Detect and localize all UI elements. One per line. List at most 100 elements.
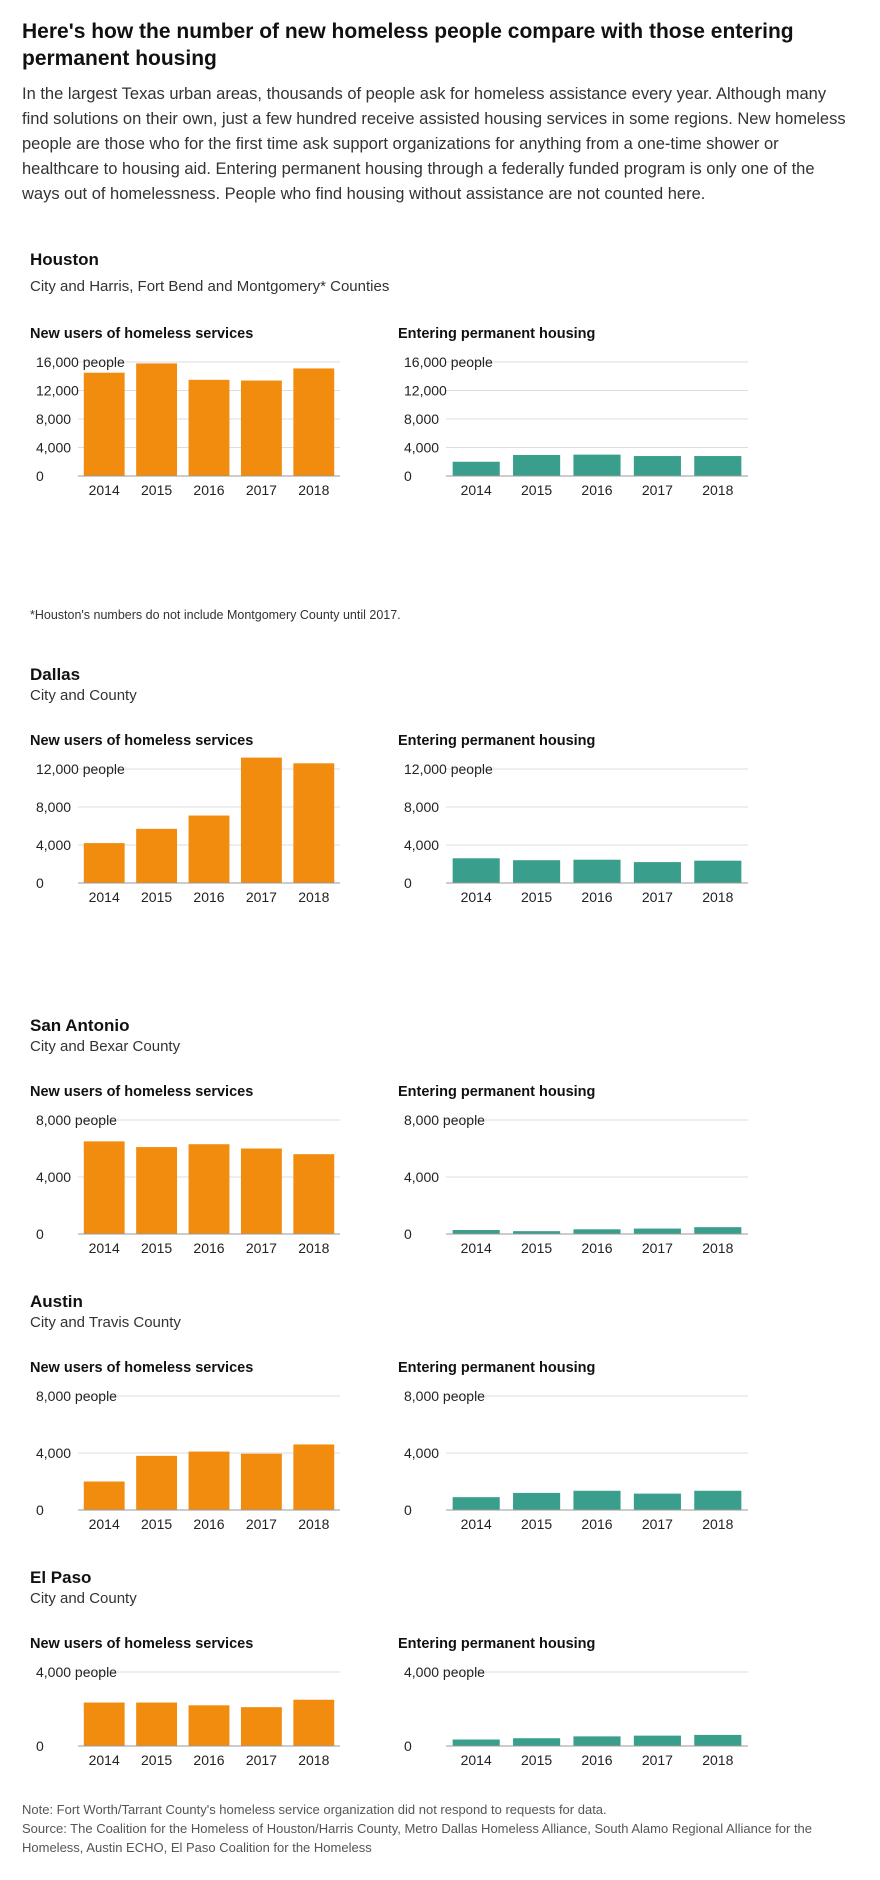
y-tick-label: 8,000 people	[36, 1388, 117, 1404]
y-tick-label: 8,000	[36, 411, 71, 427]
x-tick-label: 2014	[89, 1752, 120, 1768]
austin-permanent-housing-chart: 0 4,000 8,000 people 2014 2015 2016 2017 2018	[404, 1388, 748, 1532]
san-antonio-new-users-chart: 0 4,000 8,000 people 2014 2015 2016 2017 2018	[36, 1112, 340, 1256]
source-text: Source: The Coalition for the Homeless o…	[22, 1821, 813, 1855]
dallas-new-users-chart: 0 4,000 8,000 12,000 people 2014 2015 2016 2017…	[36, 757, 340, 905]
x-tick-label: 2017	[246, 482, 277, 498]
y-tick-label: 8,000 people	[36, 1112, 117, 1128]
bar	[452, 1739, 500, 1746]
region-subtitle: City and County	[30, 687, 137, 704]
region-name: Dallas	[30, 665, 81, 684]
region-san-antonio: San Antonio City and Bexar County New us…	[30, 1016, 830, 1276]
x-tick-label: 2017	[642, 482, 673, 498]
intro-text: In the largest Texas urban areas, thousa…	[22, 85, 846, 203]
bar	[513, 1231, 561, 1234]
bar	[694, 1490, 742, 1510]
bar	[633, 1735, 681, 1746]
el-paso-new-users-chart: 0 4,000 people 2014 2015 2016 2017 2018	[36, 1664, 340, 1768]
chart-title-permanent-housing: Entering permanent housing	[398, 1084, 596, 1100]
y-tick-label: 4,000	[36, 440, 71, 456]
bar	[188, 379, 230, 476]
dallas-permanent-housing-chart: 0 4,000 8,000 12,000 people 2014 2015 2016 2017…	[404, 761, 748, 905]
x-tick-label: 2014	[461, 1516, 492, 1532]
chart-title-new-users: New users of homeless services	[30, 326, 254, 342]
region-dallas: Dallas City and County New users of home…	[30, 665, 830, 975]
bar	[513, 860, 561, 883]
notes: Note: Fort Worth/Tarrant County's homele…	[22, 1800, 842, 1857]
x-tick-label: 2016	[581, 1752, 612, 1768]
bar	[694, 456, 742, 476]
region-subtitle: City and County	[30, 1590, 137, 1607]
san-antonio-permanent-housing-chart: 0 4,000 8,000 people 2014 2015 2016 2017 2018	[404, 1112, 748, 1256]
bar	[83, 1481, 125, 1510]
bar	[240, 757, 282, 883]
x-tick-label: 2016	[581, 1240, 612, 1256]
y-tick-label: 0	[36, 1226, 44, 1242]
bar	[188, 1451, 230, 1510]
bar	[83, 1141, 125, 1234]
x-tick-label: 2018	[702, 1516, 733, 1532]
bar	[293, 368, 335, 476]
region-name: San Antonio	[30, 1016, 130, 1035]
chart-title-permanent-housing: Entering permanent housing	[398, 326, 596, 342]
y-tick-label: 8,000	[404, 411, 439, 427]
bar	[573, 1229, 621, 1234]
bar	[573, 454, 621, 476]
el-paso-permanent-housing-chart: 0 4,000 people 2014 2015 2016 2017 2018	[404, 1664, 748, 1768]
x-tick-label: 2018	[702, 1240, 733, 1256]
chart-title-new-users: New users of homeless services	[30, 1360, 254, 1376]
region-name: Houston	[30, 250, 99, 269]
x-tick-label: 2015	[141, 889, 172, 905]
bar	[240, 380, 282, 476]
x-tick-label: 2015	[141, 482, 172, 498]
x-tick-label: 2017	[246, 889, 277, 905]
y-tick-label: 12,000 people	[404, 761, 493, 777]
x-tick-label: 2016	[193, 889, 224, 905]
y-tick-label: 4,000 people	[404, 1664, 485, 1680]
bar	[293, 1154, 335, 1234]
y-tick-label: 0	[404, 468, 412, 484]
y-tick-label: 8,000 people	[404, 1388, 485, 1404]
chart-title-permanent-housing: Entering permanent housing	[398, 1636, 596, 1652]
x-tick-label: 2016	[193, 1516, 224, 1532]
y-tick-label: 0	[404, 1226, 412, 1242]
x-tick-label: 2014	[461, 1752, 492, 1768]
x-tick-label: 2017	[642, 1240, 673, 1256]
bar	[136, 828, 178, 883]
bar	[293, 1444, 335, 1510]
x-tick-label: 2015	[521, 482, 552, 498]
bar	[573, 1736, 621, 1746]
y-tick-label: 16,000 people	[36, 354, 125, 370]
x-tick-label: 2014	[89, 889, 120, 905]
x-tick-label: 2015	[521, 1516, 552, 1532]
houston-permanent-housing-chart: 0 4,000 8,000 12,000 16,000 people 2014 2015 20…	[404, 354, 748, 498]
bar	[293, 1699, 335, 1746]
x-tick-label: 2016	[193, 1240, 224, 1256]
x-tick-label: 2015	[521, 889, 552, 905]
region-name: Austin	[30, 1292, 83, 1311]
houston-new-users-chart: 0 4,000 8,000 12,000 16,000 people 2014 2015 20…	[36, 354, 340, 498]
y-tick-label: 4,000	[36, 837, 71, 853]
bar	[136, 1702, 178, 1746]
x-tick-label: 2015	[141, 1516, 172, 1532]
note-text: Note: Fort Worth/Tarrant County's homele…	[22, 1802, 607, 1817]
y-tick-label: 12,000	[404, 383, 447, 399]
y-tick-label: 12,000 people	[36, 761, 125, 777]
bar	[513, 1492, 561, 1510]
y-tick-label: 12,000	[36, 383, 79, 399]
region-name: El Paso	[30, 1568, 92, 1587]
y-tick-label: 4,000	[36, 1169, 71, 1185]
x-tick-label: 2018	[298, 889, 329, 905]
x-tick-label: 2017	[246, 1240, 277, 1256]
x-tick-label: 2017	[246, 1516, 277, 1532]
bar	[240, 1707, 282, 1746]
x-tick-label: 2015	[141, 1752, 172, 1768]
y-tick-label: 0	[404, 875, 412, 891]
austin-new-users-chart: 0 4,000 8,000 people 2014 2015 2016 2017 2018	[36, 1388, 340, 1532]
x-tick-label: 2017	[642, 1516, 673, 1532]
y-tick-label: 4,000 people	[36, 1664, 117, 1680]
bar	[136, 363, 178, 476]
bar	[240, 1148, 282, 1234]
x-tick-label: 2018	[298, 1240, 329, 1256]
chart-title-new-users: New users of homeless services	[30, 1084, 254, 1100]
